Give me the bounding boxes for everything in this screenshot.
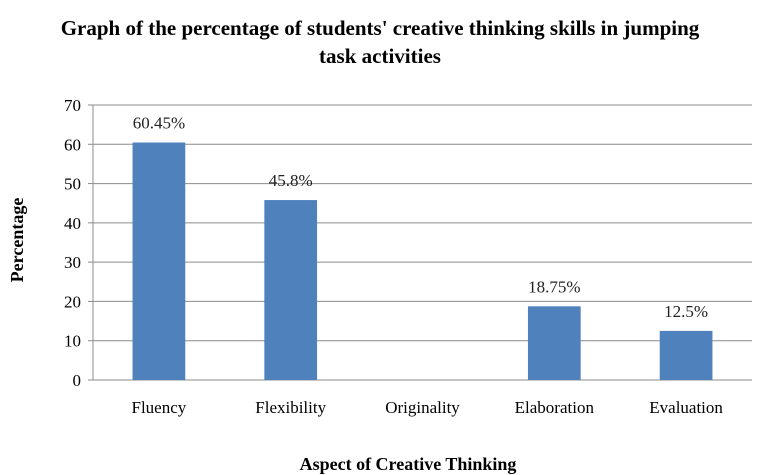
x-tick-label: Evaluation (649, 398, 723, 417)
bar-fluency (132, 142, 186, 380)
data-labels: 60.45% 45.8% 18.75% 12.5% (133, 114, 708, 321)
y-axis-title: Percentage (7, 198, 27, 283)
y-tick-label: 70 (64, 96, 81, 115)
x-tick-labels: Fluency Flexibility Originality Elaboration… (132, 398, 724, 417)
bar-flexibility (264, 200, 318, 380)
x-tick-label: Elaboration (515, 398, 595, 417)
x-tick-label: Fluency (132, 398, 187, 417)
x-tick-label: Flexibility (255, 398, 326, 417)
x-axis-title: Aspect of Creative Thinking (300, 454, 517, 474)
y-tick-labels: 0 10 20 30 40 50 60 70 (64, 96, 81, 390)
y-tick-label: 10 (64, 332, 81, 351)
y-tick-label: 50 (64, 175, 81, 194)
data-label: 45.8% (269, 171, 313, 190)
data-label: 18.75% (528, 277, 580, 296)
y-tick-label: 60 (64, 135, 81, 154)
data-label: 12.5% (664, 302, 708, 321)
bar-elaboration (527, 306, 581, 380)
x-tick-label: Originality (385, 398, 460, 417)
y-tick-label: 0 (73, 371, 82, 390)
gridlines (88, 104, 752, 381)
bar-evaluation (659, 330, 713, 380)
y-tick-label: 40 (64, 214, 81, 233)
bars (132, 142, 713, 380)
y-tick-label: 30 (64, 253, 81, 272)
y-tick-label: 20 (64, 292, 81, 311)
chart-title: Graph of the percentage of students' cre… (60, 16, 700, 68)
data-label: 60.45% (133, 114, 185, 133)
